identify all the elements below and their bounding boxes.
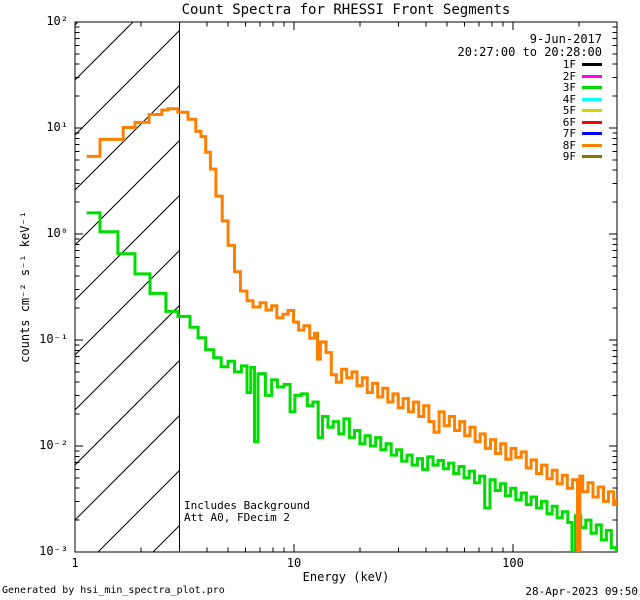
series-8F-curve [86, 107, 617, 552]
legend-entry-9F: 9F [563, 151, 602, 163]
legend-color-line [582, 97, 602, 101]
legend-time-range: 20:27:00 to 20:28:00 [457, 45, 603, 59]
legend-color-line [582, 132, 602, 136]
legend-entry-label: 1F [562, 58, 576, 72]
annotation-attenuator: Att A0, FDecim 2 [184, 511, 290, 524]
legend-entry-label: 4F [562, 92, 576, 106]
excluded-band-hatch [75, 22, 180, 552]
legend-color-line [582, 120, 602, 124]
legend-entry-3F: 3F [563, 82, 602, 94]
legend-entry-6F: 6F [563, 117, 602, 129]
axes-frame [74, 21, 618, 553]
legend-entry-7F: 7F [563, 128, 602, 140]
axis-ticks [74, 21, 617, 553]
legend-color-line [582, 143, 602, 147]
legend-entry-4F: 4F [563, 94, 602, 106]
legend-entry-label: 9F [562, 150, 576, 164]
legend-entry-2F: 2F [563, 71, 602, 83]
x-axis-title: Energy (keV) [302, 570, 390, 584]
plot-title: Count Spectra for RHESSI Front Segments [181, 2, 511, 18]
legend-entry-label: 7F [562, 127, 576, 141]
y-axis-title: counts cm⁻² s⁻¹ keV⁻¹ [18, 211, 32, 363]
annotation-background: Includes Background [184, 499, 310, 512]
series-3F-curve [86, 211, 617, 552]
legend-color-line [582, 109, 602, 113]
legend-entry-label: 6F [562, 115, 576, 129]
legend: 1F 2F 3F 4F 5F 6F 7F 8F 9F [563, 59, 602, 163]
footer-datetime: 28-Apr-2023 09:50 [525, 585, 638, 598]
legend-color-line [582, 63, 602, 67]
legend-entry-8F: 8F [563, 140, 602, 152]
legend-entry-label: 8F [562, 138, 576, 152]
legend-color-line [582, 155, 602, 159]
legend-entry-label: 5F [562, 104, 576, 118]
legend-entry-label: 2F [562, 69, 576, 83]
legend-color-line [582, 86, 602, 90]
legend-color-line [582, 74, 602, 78]
legend-entry-5F: 5F [563, 105, 602, 117]
legend-date: 9-Jun-2017 [529, 32, 602, 46]
footer-generator: Generated by hsi_min_spectra_plot.pro [2, 585, 225, 596]
legend-entry-1F: 1F [563, 59, 602, 71]
legend-entry-label: 3F [562, 81, 576, 95]
